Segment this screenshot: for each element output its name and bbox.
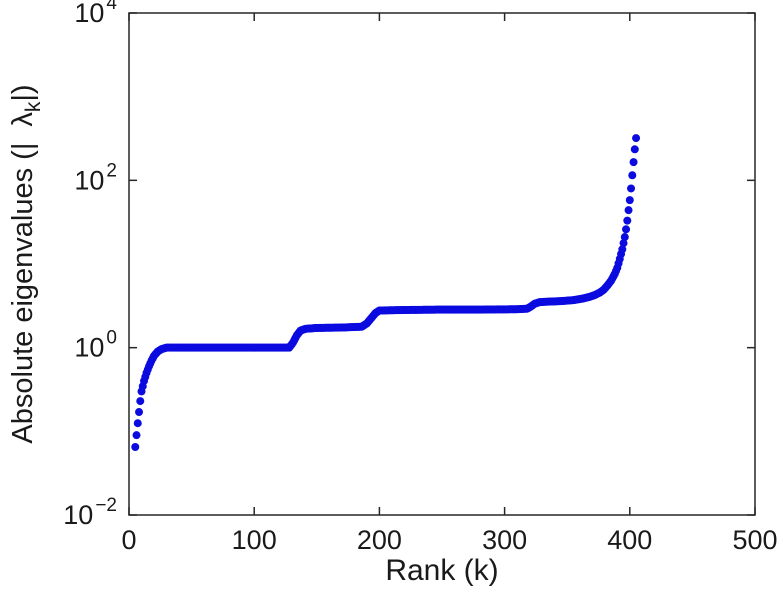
plot-background [129,13,755,515]
x-tick-label: 500 [732,525,777,555]
data-point [622,225,631,234]
data-point [624,206,633,215]
y-tick-base: 10 [74,333,104,363]
data-point [628,171,637,180]
data-point [132,431,141,440]
y-label-subscript: k [22,101,45,112]
data-point [619,239,628,248]
plot-box-border [128,12,756,516]
y-axis-label: Absolute eigenvalues (| λk|) [7,84,45,443]
data-point [627,184,636,193]
y-label-suffix: |) [7,84,39,101]
data-point [625,196,634,205]
x-axis-ticks [128,13,756,515]
data-point [630,145,639,154]
x-tick-label: 400 [607,525,652,555]
x-tick-label: 0 [121,525,136,555]
data-point [131,442,140,451]
x-axis-label: Rank (k) [385,554,498,587]
x-tick-label: 100 [232,525,277,555]
x-tick-label: 300 [482,525,527,555]
y-label-symbol: λ [7,112,39,127]
y-tick-exponent: −2 [95,495,117,516]
y-tick-label: 10 −2 [63,495,117,530]
y-tick-label: 10 4 [74,0,117,28]
data-point [620,233,629,242]
data-point [133,419,142,428]
y-label-prefix: Absolute eigenvalues (| [7,143,39,444]
y-axis-ticks [129,12,755,516]
x-tick-label: 200 [357,525,402,555]
y-tick-exponent: 2 [106,160,117,181]
data-series [131,134,641,451]
y-tick-base: 10 [74,165,104,195]
y-tick-base: 10 [74,0,104,28]
data-point [618,245,627,254]
y-tick-label: 10 0 [74,328,117,363]
y-tick-label: 10 2 [74,160,117,195]
data-point [623,216,632,225]
y-tick-base: 10 [63,500,93,530]
y-tick-exponent: 4 [106,0,117,14]
data-point [632,134,641,143]
y-tick-exponent: 0 [106,328,117,349]
data-point [629,158,638,167]
x-axis-tick-labels: 0 100 200 300 400 500 [121,525,777,555]
data-point [135,408,144,417]
data-point [136,397,145,406]
